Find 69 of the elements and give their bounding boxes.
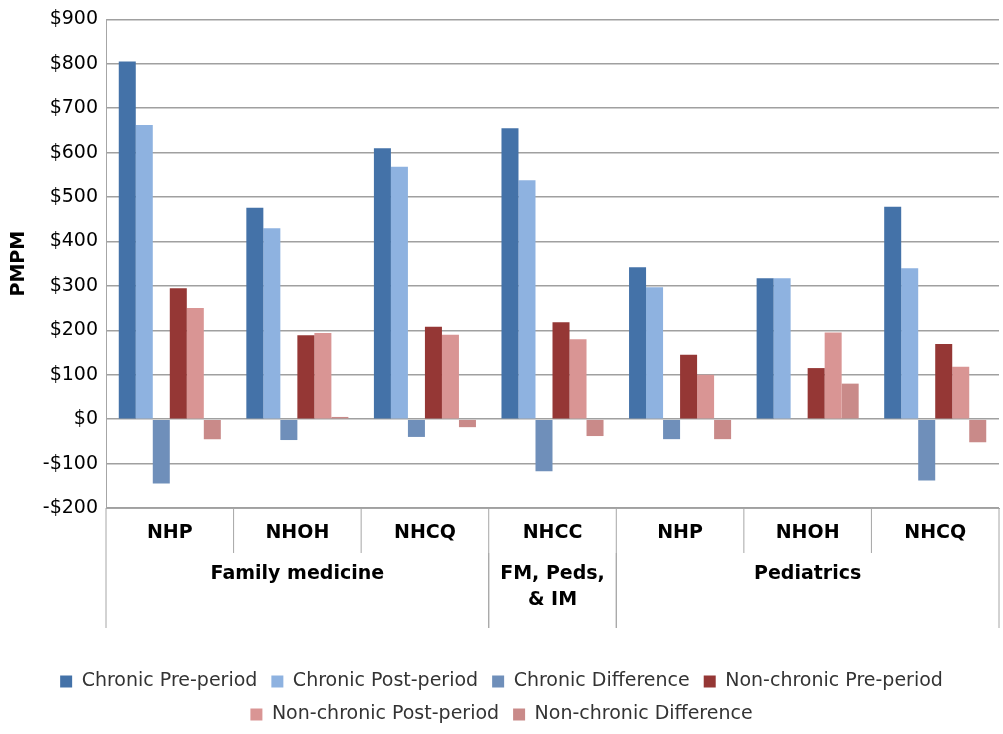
bar bbox=[407, 419, 425, 437]
bar bbox=[518, 180, 536, 419]
bar bbox=[824, 332, 842, 419]
bar bbox=[552, 322, 570, 419]
bar bbox=[697, 374, 715, 419]
bar bbox=[246, 207, 264, 419]
bar bbox=[569, 339, 587, 419]
bar bbox=[773, 278, 791, 419]
y-tick-label: -$100 bbox=[42, 450, 99, 473]
y-tick-label: $500 bbox=[49, 184, 99, 207]
bar bbox=[680, 354, 698, 419]
legend-label: Chronic Pre-period bbox=[81, 668, 258, 691]
x-tick-label: NHOH bbox=[775, 520, 840, 543]
y-tick-label: $300 bbox=[49, 272, 99, 295]
bar bbox=[935, 344, 953, 419]
legend-label: Chronic Difference bbox=[513, 668, 690, 691]
y-axis-title: PMPM bbox=[6, 230, 29, 297]
x-tick-label: NHP bbox=[657, 520, 704, 543]
x-tick-label: NHCQ bbox=[393, 520, 456, 543]
y-tick-label: $800 bbox=[49, 50, 99, 73]
x-tick-label: NHOH bbox=[265, 520, 330, 543]
y-tick-label: $0 bbox=[73, 406, 99, 429]
legend-label: Chronic Post-period bbox=[292, 668, 479, 691]
bar bbox=[501, 128, 519, 419]
x-tick-label: NHCC bbox=[522, 520, 583, 543]
bar bbox=[663, 419, 681, 440]
bar bbox=[535, 419, 553, 472]
bar bbox=[373, 148, 391, 419]
bar bbox=[901, 268, 919, 419]
bar bbox=[807, 368, 825, 419]
bar bbox=[297, 335, 315, 419]
y-tick-label: $200 bbox=[49, 317, 99, 340]
y-tick-label: $100 bbox=[49, 361, 99, 384]
bar bbox=[969, 419, 987, 443]
bar bbox=[280, 419, 298, 441]
y-tick-label: -$200 bbox=[42, 494, 99, 517]
y-tick-label: $400 bbox=[49, 228, 99, 251]
bar bbox=[135, 125, 153, 419]
legend-label: Non-chronic Post-period bbox=[271, 701, 500, 724]
bar bbox=[441, 334, 459, 419]
x-tick-label: NHP bbox=[146, 520, 193, 543]
bar bbox=[884, 206, 902, 419]
text: Pediatrics bbox=[754, 561, 862, 584]
legend-label: Non-chronic Difference bbox=[534, 701, 753, 724]
bar bbox=[841, 383, 859, 419]
bar bbox=[390, 166, 408, 419]
bar bbox=[586, 419, 604, 437]
bar bbox=[203, 419, 221, 440]
y-tick-label: $700 bbox=[49, 95, 99, 118]
bar bbox=[756, 278, 774, 419]
bar bbox=[952, 366, 970, 419]
text: Family medicine bbox=[210, 561, 385, 584]
bar bbox=[646, 287, 664, 419]
legend-label: Non-chronic Pre-period bbox=[725, 668, 943, 691]
text: FM, Peds, & IM bbox=[500, 561, 605, 610]
y-tick-label: $600 bbox=[49, 139, 99, 162]
bar bbox=[186, 308, 204, 419]
bar bbox=[152, 419, 170, 484]
bar bbox=[424, 326, 442, 419]
bar bbox=[918, 419, 936, 481]
bar bbox=[169, 288, 187, 419]
y-tick-label: $900 bbox=[49, 6, 99, 29]
x-tick-label: NHCQ bbox=[904, 520, 967, 543]
bar bbox=[714, 419, 732, 440]
bar bbox=[263, 228, 281, 419]
bar bbox=[314, 332, 332, 419]
bar bbox=[629, 267, 647, 419]
bar bbox=[118, 61, 136, 419]
bar bbox=[458, 419, 476, 428]
